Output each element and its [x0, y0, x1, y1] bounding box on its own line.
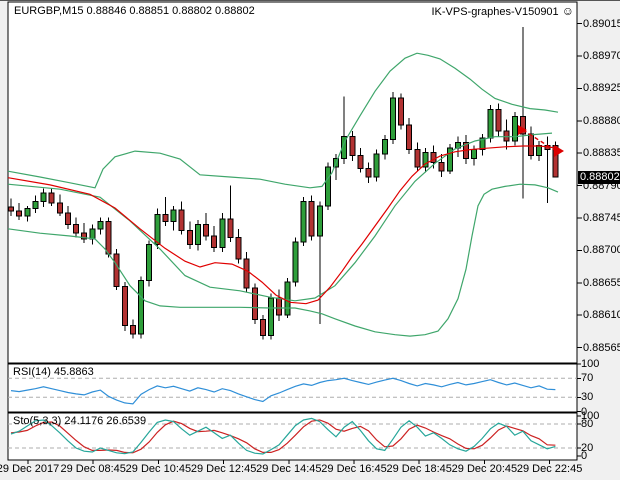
signal-end-arrow-icon [554, 145, 564, 157]
signal-start-arrow-icon [518, 125, 527, 135]
smiley-icon: ☺ [561, 4, 574, 18]
rsi-axis-label: 100 [581, 358, 600, 370]
price-axis-label: 0.88610 [583, 309, 620, 322]
price-axis-label: 0.88880 [583, 114, 620, 127]
watermark-text: IK-VPS-graphes-V150901 [431, 6, 559, 18]
rsi-axis-label: 0 [581, 405, 588, 418]
time-axis-label: 29 Dec 12:45 [190, 463, 257, 475]
stochastic-axis-label: 80 [581, 418, 594, 430]
time-axis-label: 29 Dec 22:45 [516, 463, 583, 475]
time-axis-label: 29 Dec 20:45 [451, 463, 518, 475]
ohlc-title: EURGBP,M15 0.88846 0.88851 0.88802 0.888… [14, 5, 255, 17]
time-axis-label: 29 Dec 10:45 [125, 463, 192, 475]
stochastic-axis-label: 0 [581, 450, 588, 462]
time-axis-label: 29 Dec 16:45 [321, 463, 387, 475]
time-axis-label: 29 Dec 08:45 [60, 463, 126, 475]
rsi-indicator-label: RSI(14) 45.8863 [13, 366, 94, 378]
rsi-axis-label: 70 [581, 372, 594, 385]
time-axis-label: 29 Dec 14:45 [256, 463, 322, 475]
rsi-axis-label: 30 [581, 391, 594, 404]
price-axis-label: 0.88970 [583, 50, 620, 63]
current-price-tag: 0.88802 [578, 170, 620, 184]
price-axis-label: 0.89015 [583, 17, 620, 30]
price-axis-label: 0.88925 [583, 82, 620, 95]
stochastic-indicator-label: Sto(5,3,3) 24.1176 26.6539 [13, 415, 147, 427]
price-axis-label: 0.88655 [583, 276, 620, 289]
stochastic-axis-label: 100 [581, 410, 600, 422]
time-axis-label: 29 Dec 18:45 [386, 463, 452, 475]
stochastic-axis-label: 20 [581, 442, 594, 454]
time-axis-label: 29 Dec 2017 [0, 463, 60, 475]
watermark: IK-VPS-graphes-V150901 ☺ [431, 5, 574, 18]
price-axis-label: 0.88565 [583, 341, 620, 354]
price-axis-label: 0.88700 [583, 244, 620, 257]
price-axis-label: 0.88835 [583, 147, 620, 160]
price-axis-label: 0.88745 [583, 212, 620, 225]
